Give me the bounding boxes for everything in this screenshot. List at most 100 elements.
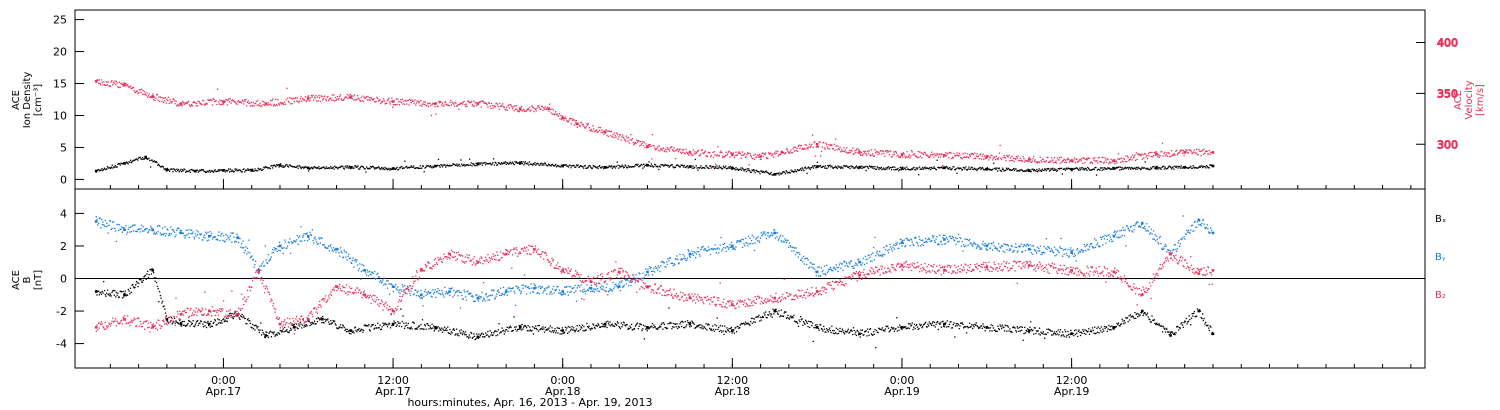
velocity-sample — [424, 103, 426, 106]
bx-sample — [275, 334, 277, 336]
ion-density-sample — [1156, 165, 1158, 168]
ion-density-sample — [264, 167, 266, 169]
ion-density-sample — [189, 169, 191, 171]
velocity-sample — [579, 125, 581, 127]
velocity-sample — [1130, 156, 1132, 158]
ion-density-sample — [761, 171, 764, 174]
velocity-sample — [897, 154, 899, 157]
ion-density-sample — [616, 161, 618, 163]
ion-density-sample — [542, 163, 544, 165]
ion-density-sample — [205, 171, 208, 174]
bx-sample — [616, 321, 619, 323]
velocity-sample — [449, 101, 451, 104]
velocity-sample — [447, 104, 449, 106]
ion-density-sample — [1150, 167, 1152, 169]
bx-sample — [817, 326, 819, 329]
ion-density-sample — [976, 169, 978, 172]
ion-density-sample — [528, 161, 531, 163]
ion-density-sample — [161, 165, 164, 167]
bx-sample — [640, 323, 642, 326]
velocity-sample — [1000, 157, 1002, 159]
ion-density-sample — [875, 168, 878, 170]
bx-sample — [844, 330, 847, 332]
velocity-sample — [379, 99, 381, 101]
ion-density-sample — [926, 167, 929, 169]
velocity-sample — [751, 157, 753, 160]
velocity-sample — [622, 134, 624, 136]
bx-sample — [1044, 333, 1047, 335]
velocity-sample — [1092, 157, 1094, 159]
ion-density-sample — [595, 167, 598, 169]
ion-density-sample — [236, 170, 239, 172]
ion-density-sample — [498, 162, 500, 164]
bx-sample — [282, 328, 284, 330]
ion-density-sample — [903, 167, 906, 169]
velocity-sample — [674, 157, 677, 160]
ion-density-sample — [391, 168, 393, 170]
by-series — [94, 215, 1215, 309]
ion-density-sample — [721, 168, 724, 170]
bx-sample — [415, 327, 418, 329]
bx-sample — [832, 332, 835, 334]
ion-density-sample — [452, 163, 454, 165]
ion-density-sample — [155, 160, 157, 163]
by-sample — [154, 233, 156, 235]
bx-sample — [831, 329, 834, 332]
bx-sample — [493, 332, 495, 334]
bx-sample — [948, 325, 950, 328]
bx-sample — [480, 333, 482, 335]
velocity-sample — [663, 147, 665, 149]
velocity-sample — [981, 155, 983, 157]
ion-density-sample — [119, 164, 121, 166]
velocity-sample — [335, 99, 337, 101]
bx-sample — [511, 329, 514, 332]
bx-sample — [465, 334, 467, 336]
bx-sample — [820, 324, 822, 326]
velocity-sample — [1127, 156, 1129, 159]
bx-sample — [628, 327, 630, 329]
ion-density-sample — [403, 167, 405, 169]
ion-density-sample — [977, 167, 980, 170]
velocity-sample — [978, 158, 980, 160]
ion-density-sample — [1081, 167, 1083, 169]
bx-sample — [410, 326, 412, 328]
velocity-sample — [518, 111, 520, 113]
ion-density-sample — [655, 165, 657, 168]
ion-density-sample — [896, 168, 898, 170]
bx-sample — [932, 321, 934, 323]
bx-sample — [709, 327, 711, 330]
by-sample — [368, 275, 370, 277]
ion-density-sample — [568, 164, 571, 166]
ion-density-sample — [950, 169, 953, 171]
ion-density-sample — [177, 168, 180, 171]
velocity-sample — [394, 104, 397, 106]
bx-sample — [297, 328, 299, 330]
bx-sample — [435, 328, 438, 330]
by-sample — [228, 239, 231, 241]
velocity-sample — [209, 99, 211, 101]
velocity-sample — [761, 153, 763, 155]
velocity-sample — [528, 106, 531, 109]
ion-density-sample — [501, 163, 504, 165]
velocity-sample — [617, 138, 619, 140]
ion-density-sample — [785, 170, 787, 172]
bx-sample — [503, 333, 505, 335]
velocity-sample — [285, 99, 287, 101]
ion-density-sample — [496, 164, 499, 166]
by-sample — [249, 257, 252, 259]
bx-sample — [406, 324, 408, 326]
bx-sample — [977, 326, 979, 328]
velocity-sample — [351, 95, 353, 97]
by-sample — [161, 227, 164, 229]
ion-density-sample — [610, 166, 612, 168]
velocity-sample — [1010, 159, 1013, 162]
ion-density-sample — [158, 164, 160, 167]
velocity-sample — [709, 152, 711, 154]
ion-density-sample — [440, 164, 442, 166]
bx-sample — [517, 328, 519, 331]
bx-sample — [709, 329, 712, 331]
velocity-sample — [277, 99, 279, 101]
velocity-sample — [948, 151, 951, 154]
velocity-sample — [1129, 158, 1132, 160]
ion-density-sample — [1060, 167, 1063, 169]
